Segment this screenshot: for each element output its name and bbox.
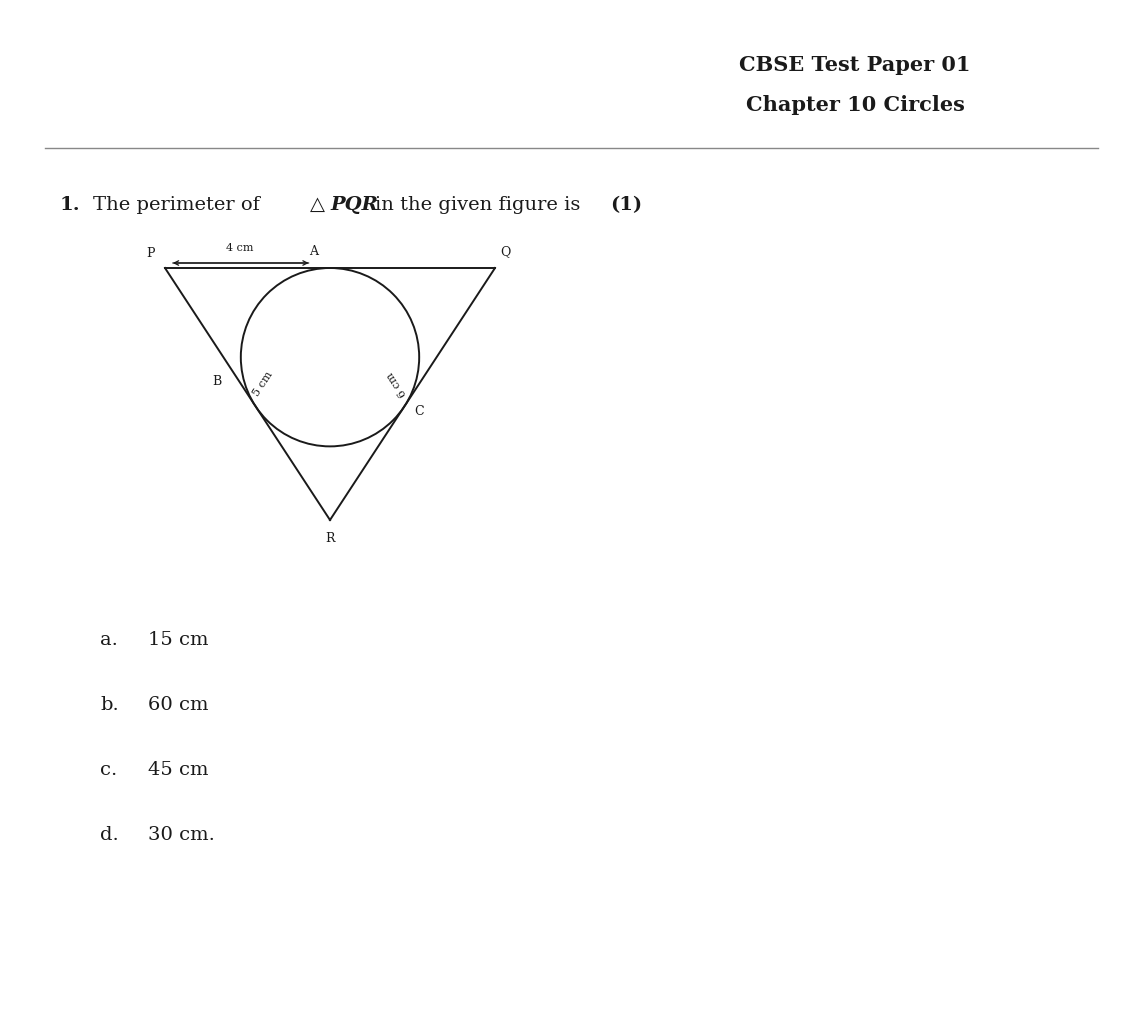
Text: 6 cm: 6 cm [385, 370, 409, 398]
Text: C: C [414, 405, 424, 418]
Text: 4 cm: 4 cm [225, 243, 253, 252]
Text: in the given figure is: in the given figure is [375, 196, 581, 214]
Text: CBSE Test Paper 01: CBSE Test Paper 01 [740, 55, 970, 75]
Text: The perimeter of: The perimeter of [93, 196, 259, 214]
Text: 5 cm: 5 cm [250, 370, 274, 398]
Text: c.: c. [99, 761, 118, 779]
Text: Chapter 10 Circles: Chapter 10 Circles [745, 95, 965, 115]
Text: b.: b. [99, 696, 119, 714]
Text: B: B [211, 375, 222, 388]
Text: A: A [309, 245, 318, 258]
Text: a.: a. [99, 631, 118, 649]
Text: d.: d. [99, 826, 119, 844]
Text: 1.: 1. [59, 196, 81, 214]
Text: 60 cm: 60 cm [147, 696, 208, 714]
Text: Q: Q [499, 245, 511, 258]
Text: (1): (1) [610, 196, 642, 214]
Text: 30 cm.: 30 cm. [147, 826, 215, 844]
Text: 15 cm: 15 cm [147, 631, 208, 649]
Text: PQR: PQR [330, 196, 378, 214]
Text: R: R [326, 532, 335, 545]
Text: △: △ [310, 196, 325, 214]
Text: P: P [146, 247, 155, 260]
Text: 45 cm: 45 cm [147, 761, 208, 779]
